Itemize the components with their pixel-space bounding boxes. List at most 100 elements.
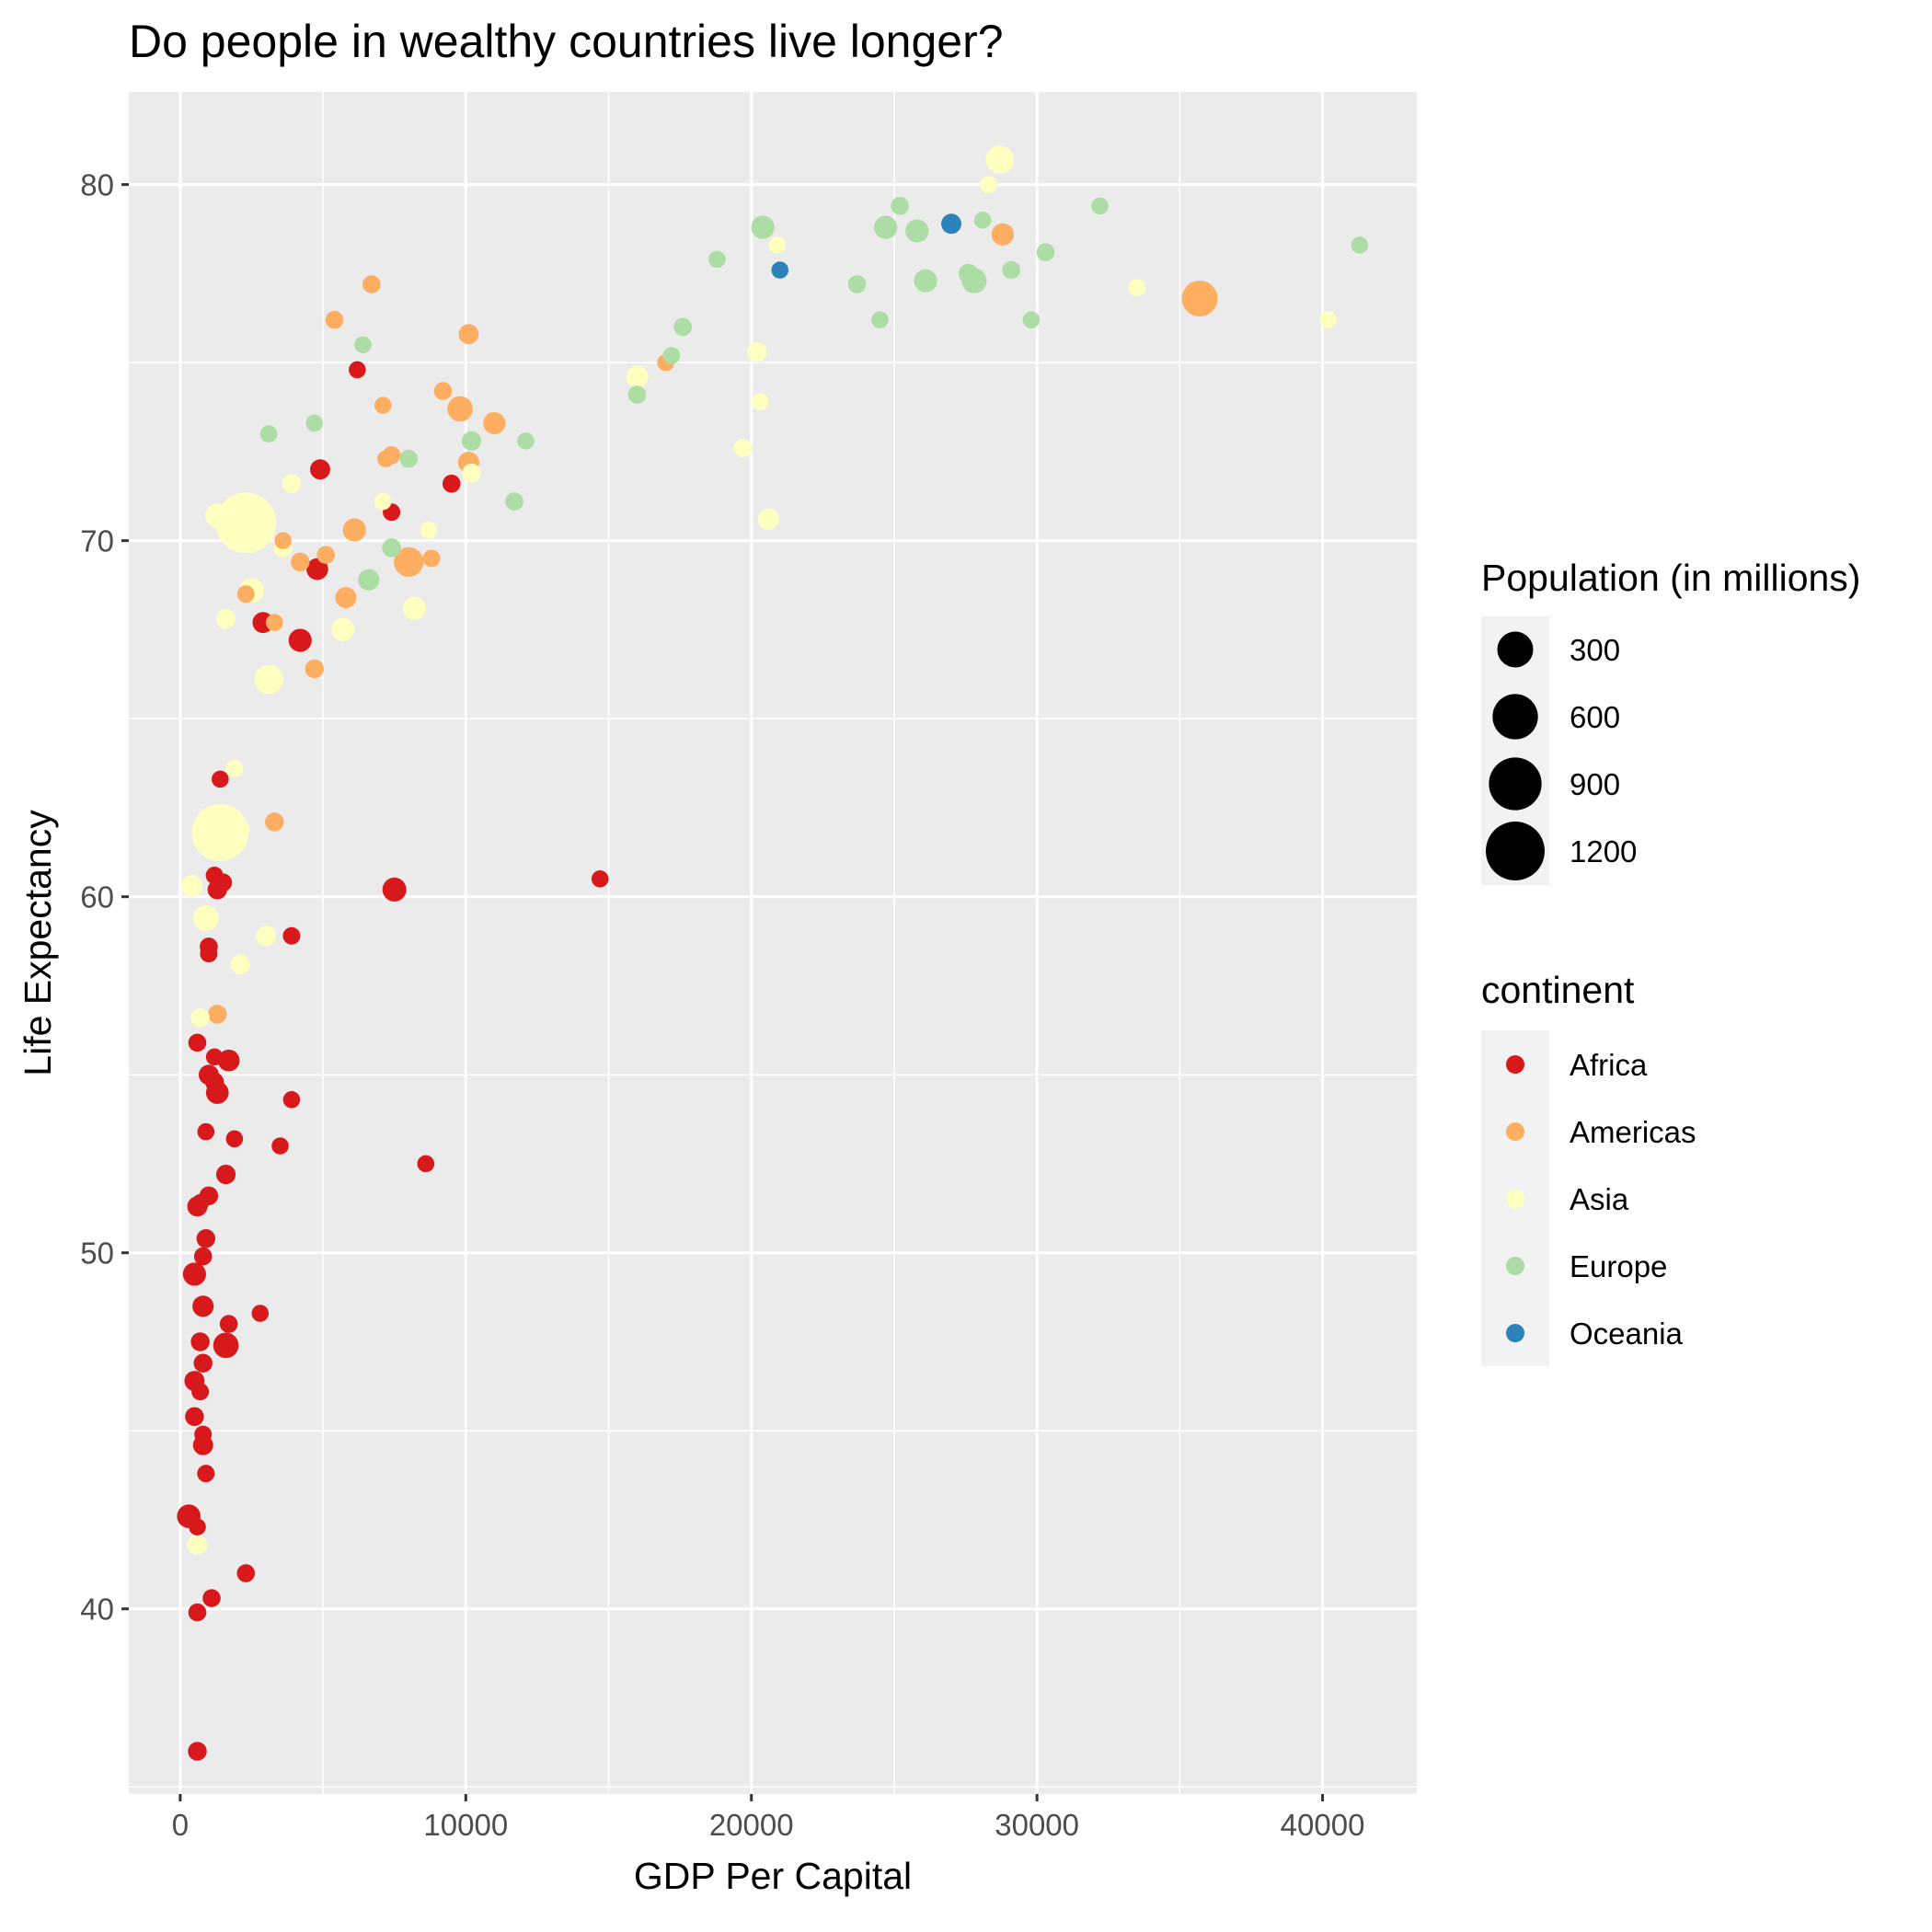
point-asia — [980, 176, 997, 193]
point-americas — [374, 397, 392, 414]
point-africa — [212, 770, 229, 788]
point-oceania — [941, 213, 961, 235]
point-americas — [335, 587, 357, 609]
point-africa — [225, 1130, 244, 1148]
point-americas — [433, 382, 453, 400]
point-africa — [271, 1137, 289, 1155]
point-asia — [420, 521, 438, 539]
data-points — [177, 145, 1369, 1761]
grid-minor — [129, 92, 1417, 1794]
x-tick-label: 30000 — [995, 1808, 1079, 1842]
point-europe — [259, 425, 278, 443]
point-asia — [402, 596, 427, 620]
size-legend-label: 1200 — [1570, 834, 1637, 868]
x-tick-label: 20000 — [709, 1808, 794, 1842]
point-africa — [197, 1465, 215, 1483]
plot-panel — [129, 92, 1417, 1794]
color-legend: continent Africa Americas Asia Europe Oceani… — [1481, 969, 1696, 1366]
point-americas — [266, 614, 283, 631]
point-asia — [462, 463, 481, 483]
color-legend-label: Europe — [1570, 1249, 1667, 1283]
size-legend-label: 300 — [1570, 633, 1620, 667]
point-africa — [442, 474, 461, 493]
point-americas — [422, 549, 441, 568]
point-asia — [187, 1535, 208, 1556]
point-africa — [193, 1353, 213, 1373]
point-europe — [505, 492, 523, 511]
point-americas — [362, 275, 381, 293]
point-americas — [991, 223, 1014, 246]
color-legend-label: Oceania — [1570, 1317, 1684, 1351]
point-asia — [768, 236, 786, 254]
size-legend-title: Population (in millions) — [1481, 557, 1860, 599]
point-americas — [265, 812, 284, 832]
color-legend-key-oceania — [1506, 1324, 1524, 1342]
point-americas — [291, 552, 310, 572]
point-asia — [747, 341, 767, 362]
point-africa — [191, 1194, 210, 1213]
point-africa — [194, 1425, 213, 1443]
color-legend-label: Americas — [1570, 1115, 1696, 1149]
color-legend-label: Africa — [1570, 1048, 1648, 1082]
point-africa — [310, 459, 330, 480]
color-legend-title: continent — [1481, 969, 1635, 1011]
point-europe — [1036, 243, 1055, 261]
point-asia — [282, 474, 302, 493]
size-legend-key — [1497, 631, 1534, 668]
point-africa — [217, 1049, 240, 1072]
point-asia — [985, 145, 1015, 174]
point-europe — [461, 431, 482, 451]
y-tick-label: 50 — [80, 1236, 114, 1271]
point-africa — [236, 1564, 256, 1582]
point-africa — [196, 1229, 216, 1248]
size-legend-label: 900 — [1570, 767, 1620, 801]
point-asia — [256, 926, 276, 947]
point-europe — [382, 538, 401, 558]
point-europe — [1351, 236, 1369, 254]
point-americas — [316, 546, 335, 564]
point-asia — [230, 819, 250, 839]
point-europe — [959, 263, 979, 283]
point-americas — [447, 396, 473, 422]
point-europe — [305, 414, 324, 432]
color-legend-label: Asia — [1570, 1182, 1629, 1216]
point-asia — [751, 393, 769, 410]
point-americas — [274, 532, 292, 549]
point-africa — [188, 1033, 207, 1052]
point-africa — [205, 1048, 224, 1066]
point-asia — [733, 439, 753, 457]
point-africa — [282, 1091, 301, 1109]
point-africa — [213, 1332, 239, 1359]
x-axis-title: GDP Per Capital — [634, 1855, 912, 1897]
color-legend-key-europe — [1506, 1257, 1524, 1275]
y-tick-label: 60 — [80, 880, 114, 914]
color-legend-key-africa — [1506, 1055, 1524, 1074]
point-asia — [757, 508, 779, 530]
point-oceania — [771, 261, 789, 279]
point-asia — [192, 905, 219, 931]
point-europe — [627, 385, 647, 404]
point-europe — [354, 336, 372, 354]
color-legend-key-asia — [1506, 1190, 1524, 1208]
point-africa — [185, 1407, 204, 1426]
point-europe — [874, 215, 898, 239]
point-africa — [182, 1262, 206, 1286]
point-americas — [1181, 280, 1218, 316]
point-europe — [914, 269, 937, 293]
point-africa — [282, 926, 301, 945]
point-africa — [191, 1383, 210, 1401]
point-europe — [708, 250, 726, 269]
point-africa — [417, 1155, 435, 1173]
x-tick-label: 40000 — [1281, 1808, 1365, 1842]
y-axis-title: Life Expectancy — [17, 810, 59, 1076]
x-tick-label: 0 — [172, 1808, 189, 1842]
point-europe — [662, 347, 681, 364]
x-axis-ticks: 0 10000 20000 30000 40000 — [172, 1794, 1365, 1842]
point-asia — [225, 759, 244, 777]
point-europe — [751, 215, 775, 239]
size-legend-key — [1489, 757, 1542, 811]
point-europe — [871, 311, 889, 328]
point-americas — [377, 450, 395, 467]
point-africa — [288, 628, 312, 652]
